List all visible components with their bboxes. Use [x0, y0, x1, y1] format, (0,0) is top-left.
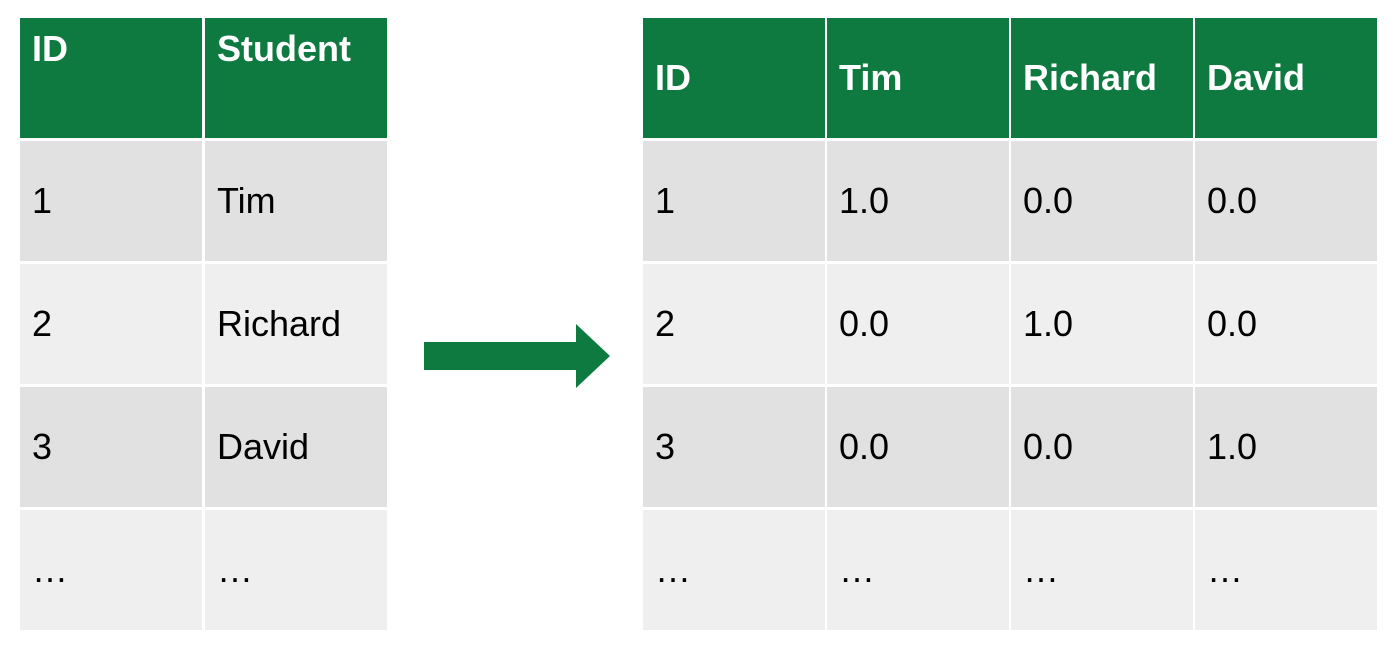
- table-cell: 2: [643, 264, 825, 384]
- table-cell: 3: [20, 387, 202, 507]
- table-cell: 0.0: [827, 264, 1009, 384]
- table-cell: …: [205, 510, 387, 630]
- header-cell-student: Student: [205, 18, 387, 138]
- right-arrow-icon: [424, 324, 610, 388]
- table-cell: 1: [643, 141, 825, 261]
- table-cell: 0.0: [1011, 141, 1193, 261]
- table-cell: 0.0: [827, 387, 1009, 507]
- table-cell: Tim: [205, 141, 387, 261]
- header-cell-david: David: [1195, 18, 1377, 138]
- header-cell-richard: Richard: [1011, 18, 1193, 138]
- table-cell: 1.0: [1011, 264, 1193, 384]
- table-cell: 0.0: [1195, 264, 1377, 384]
- table-cell: Richard: [205, 264, 387, 384]
- table-cell: 0.0: [1011, 387, 1193, 507]
- table-cell: 1.0: [1195, 387, 1377, 507]
- table-cell: …: [643, 510, 825, 630]
- one-hot-table: ID Tim Richard David 1 1.0 0.0 0.0 2 0.0…: [643, 18, 1377, 630]
- table-cell: 3: [643, 387, 825, 507]
- header-cell-id: ID: [643, 18, 825, 138]
- table-cell: 2: [20, 264, 202, 384]
- header-cell-tim: Tim: [827, 18, 1009, 138]
- table-cell: 1.0: [827, 141, 1009, 261]
- table-cell: …: [20, 510, 202, 630]
- student-table: ID Student 1 Tim 2 Richard 3 David … …: [20, 18, 387, 630]
- table-cell: …: [1011, 510, 1193, 630]
- table-cell: …: [1195, 510, 1377, 630]
- table-cell: 0.0: [1195, 141, 1377, 261]
- table-cell: 1: [20, 141, 202, 261]
- table-cell: …: [827, 510, 1009, 630]
- table-cell: David: [205, 387, 387, 507]
- header-cell-id: ID: [20, 18, 202, 138]
